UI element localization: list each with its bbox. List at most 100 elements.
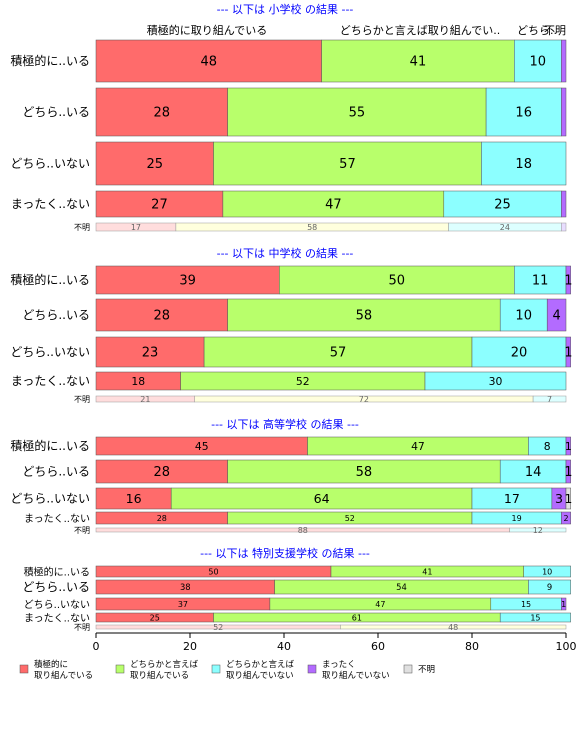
category-label: どちら..いない xyxy=(10,492,90,506)
data-label: 28 xyxy=(157,514,167,523)
legend-label: 不明 xyxy=(418,665,435,675)
data-label: 21 xyxy=(140,395,150,404)
panel-title: --- 以下は 中学校 の結果 --- xyxy=(217,246,354,260)
category-label: どちら..いない xyxy=(10,157,90,171)
bar-segment xyxy=(561,39,567,83)
bar-segment xyxy=(561,87,567,137)
data-label: 1 xyxy=(564,274,572,289)
legend-label: 取り組んでいない xyxy=(322,670,390,681)
bar-segment xyxy=(424,371,567,391)
column-header-label: どちらかと言えば取り組んでい.. xyxy=(340,24,500,37)
bar-segment xyxy=(561,511,571,525)
category-label: どちら..いる xyxy=(22,465,90,479)
data-label: 8 xyxy=(544,440,551,453)
bar-segment xyxy=(509,527,567,533)
legend-swatch xyxy=(115,664,125,674)
x-tick-label: 60 xyxy=(371,640,385,653)
data-label: 88 xyxy=(298,526,308,535)
x-tick-label: 100 xyxy=(556,640,577,653)
data-label: 58 xyxy=(307,223,317,232)
data-label: 4 xyxy=(552,309,560,324)
data-label: 37 xyxy=(178,600,188,609)
bar-segment xyxy=(565,265,571,295)
category-label: 積極的に..いる xyxy=(10,53,90,68)
category-label: まったく..ない xyxy=(24,613,90,625)
data-label: 16 xyxy=(515,106,532,121)
bar-segment xyxy=(485,87,562,137)
data-label: 30 xyxy=(489,375,503,388)
data-label: 23 xyxy=(142,346,159,361)
bar-segment xyxy=(471,336,567,368)
data-label: 28 xyxy=(154,309,171,324)
data-label: 41 xyxy=(410,55,427,70)
bar-segment xyxy=(565,336,571,368)
data-label: 28 xyxy=(154,106,171,121)
bar-segment xyxy=(561,222,567,232)
data-label: 3 xyxy=(555,491,563,506)
bar-segment xyxy=(499,298,548,332)
legend-label: どちらかと言えば xyxy=(226,659,295,670)
data-label: 64 xyxy=(314,491,330,506)
category-label: 不明 xyxy=(74,223,90,232)
category-label: どちら..いる xyxy=(22,308,90,322)
data-label: 1 xyxy=(561,600,566,609)
data-label: 27 xyxy=(151,198,168,213)
x-tick-label: 0 xyxy=(93,640,100,653)
data-label: 25 xyxy=(494,198,511,213)
legend-label: まったく xyxy=(322,660,356,670)
category-label: どちら..いない xyxy=(24,599,90,611)
data-label: 47 xyxy=(375,600,385,609)
data-label: 25 xyxy=(150,613,160,622)
bar-segment xyxy=(561,597,567,611)
data-label: 48 xyxy=(201,55,218,70)
legend-label: 取り組んでいる xyxy=(130,670,189,681)
data-label: 61 xyxy=(352,613,362,622)
data-label: 1 xyxy=(564,465,572,480)
bar-segment xyxy=(95,190,224,218)
data-label: 10 xyxy=(542,567,552,576)
data-label: 48 xyxy=(448,623,458,632)
category-label: 積極的に..いる xyxy=(10,272,90,287)
bar-segment xyxy=(95,265,280,295)
data-label: 9 xyxy=(547,582,552,592)
x-tick-label: 40 xyxy=(277,640,291,653)
x-tick-label: 80 xyxy=(465,640,479,653)
bar-segment xyxy=(565,436,571,456)
data-label: 47 xyxy=(325,198,342,213)
data-label: 54 xyxy=(396,582,407,592)
bar-segment xyxy=(561,190,567,218)
panel-title: --- 以下は 高等学校 の結果 --- xyxy=(211,417,359,431)
data-label: 11 xyxy=(532,274,549,289)
bar-segment xyxy=(565,487,571,510)
bar-segment xyxy=(95,141,214,186)
bar-segment xyxy=(532,395,567,403)
column-header-label: どちら.. xyxy=(517,24,557,37)
data-label: 17 xyxy=(131,223,141,232)
category-label: 不明 xyxy=(74,526,90,535)
data-label: 52 xyxy=(213,623,223,632)
category-label: 不明 xyxy=(74,623,90,632)
x-tick-label: 20 xyxy=(183,640,197,653)
bar-segment xyxy=(565,459,571,484)
bar-segment xyxy=(514,265,567,295)
data-label: 50 xyxy=(208,567,218,576)
panel-title: --- 以下は 特別支援学校 の結果 --- xyxy=(200,546,370,560)
data-label: 25 xyxy=(146,157,163,172)
data-label: 57 xyxy=(339,157,356,172)
data-label: 7 xyxy=(547,395,552,404)
data-label: 45 xyxy=(195,440,209,453)
legend-label: どちらかと言えば xyxy=(130,659,199,670)
bar-segment xyxy=(222,190,445,218)
bar-segment xyxy=(95,336,205,368)
category-label: どちら..いる xyxy=(22,580,90,594)
bar-segment xyxy=(203,336,473,368)
bar-segment xyxy=(340,624,567,630)
data-label: 15 xyxy=(521,600,531,609)
legend-label: 積極的に xyxy=(34,659,68,670)
data-label: 58 xyxy=(356,309,373,324)
column-header-label: 積極的に取り組んでいる xyxy=(147,23,267,37)
data-label: 52 xyxy=(345,514,355,523)
data-label: 57 xyxy=(330,346,347,361)
data-label: 39 xyxy=(179,274,196,289)
